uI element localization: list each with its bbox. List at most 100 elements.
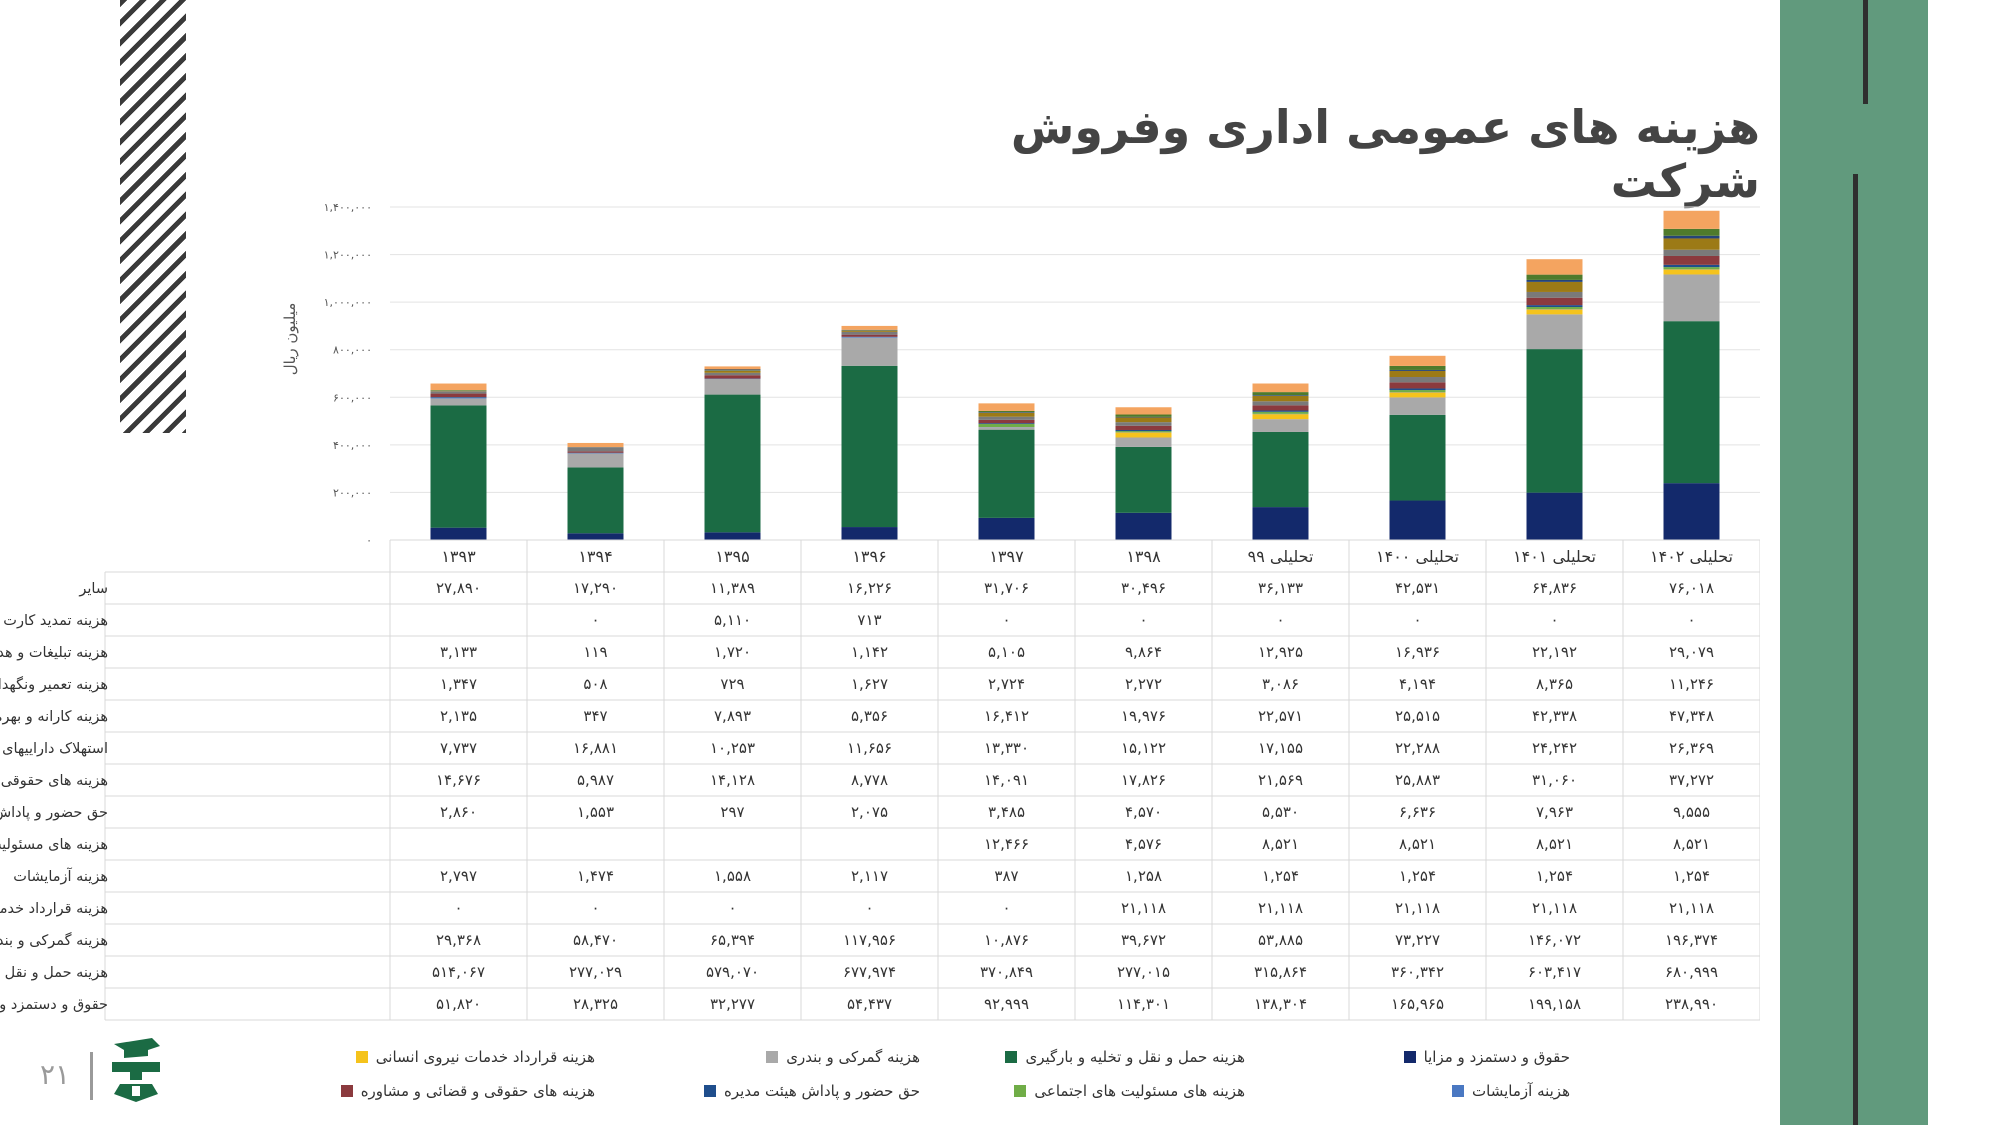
data-label: ۱۹۹,۱۵۸ bbox=[1528, 995, 1581, 1013]
dark-accent-line bbox=[1853, 174, 1858, 1125]
bar-segment bbox=[1663, 255, 1720, 265]
y-tick-label: ۸۰۰,۰۰۰ bbox=[333, 344, 372, 357]
data-label: ۲۶,۳۶۹ bbox=[1669, 739, 1714, 757]
bar-segment bbox=[1252, 392, 1309, 396]
data-label: ۱۶,۲۲۶ bbox=[847, 579, 892, 597]
bar-segment bbox=[1663, 269, 1720, 275]
data-label: ۱۵,۱۲۲ bbox=[1121, 739, 1166, 757]
slide-title: هزینه های عمومی اداری وفروش شرکت bbox=[1010, 100, 1760, 208]
data-label: ۱,۱۴۲ bbox=[851, 643, 888, 661]
data-label: ۹,۵۵۵ bbox=[1673, 803, 1710, 821]
legend-item: هزینه های حقوقی و قضائی و مشاوره bbox=[270, 1074, 595, 1108]
data-label: ۱,۶۲۷ bbox=[851, 675, 888, 693]
data-label: ۱۴,۱۲۸ bbox=[710, 771, 755, 789]
data-label: ۲۷,۸۹۰ bbox=[436, 579, 481, 597]
data-label: ۶۷۷,۹۷۴ bbox=[843, 963, 896, 981]
bar-segment bbox=[1389, 382, 1446, 389]
legend-item: حقوق و دستمزد و مزایا bbox=[1245, 1040, 1570, 1074]
category-label: ۱۳۹۳ bbox=[441, 547, 476, 566]
bar-segment bbox=[978, 412, 1035, 417]
bar-segment bbox=[978, 424, 1035, 427]
category-label: ۱۳۹۸ bbox=[1126, 547, 1161, 566]
bar-segment bbox=[1115, 416, 1172, 418]
bar-segment bbox=[1115, 414, 1172, 417]
data-label: ۸,۵۲۱ bbox=[1673, 835, 1710, 853]
data-label: ۱۷,۲۹۰ bbox=[573, 579, 618, 597]
data-label: ۰ bbox=[591, 611, 599, 629]
legend-swatch bbox=[1014, 1085, 1027, 1097]
row-label: هزینه تمدید کارت بازرگانی bbox=[0, 612, 108, 629]
legend-swatch bbox=[1452, 1085, 1465, 1097]
data-label: ۱۴,۰۹۱ bbox=[984, 771, 1029, 789]
data-label: ۳۷,۲۷۲ bbox=[1669, 771, 1714, 789]
bar-segment bbox=[1389, 500, 1446, 540]
data-label: ۱,۵۵۸ bbox=[714, 867, 751, 885]
data-label: ۲۲,۵۷۱ bbox=[1258, 707, 1303, 725]
data-label: ۰ bbox=[865, 899, 873, 917]
data-label: ۱,۴۷۴ bbox=[577, 867, 614, 885]
bar-segment bbox=[1663, 264, 1720, 268]
data-label: ۲,۸۶۰ bbox=[440, 803, 477, 821]
bar-segment bbox=[841, 337, 898, 366]
bar-segment bbox=[978, 429, 1035, 518]
data-label: ۰ bbox=[1002, 611, 1010, 629]
page-number-divider bbox=[90, 1052, 93, 1100]
data-label: ۵,۹۸۷ bbox=[577, 771, 614, 789]
bar-segment bbox=[567, 533, 624, 540]
data-label: ۲۳۸,۹۹۰ bbox=[1665, 995, 1718, 1013]
data-label: ۲۵,۸۸۳ bbox=[1395, 771, 1440, 789]
data-label: ۲۷۷,۰۱۵ bbox=[1117, 963, 1170, 981]
bar-segment bbox=[704, 532, 761, 540]
bar-segment bbox=[1252, 405, 1309, 411]
legend-swatch bbox=[355, 1051, 368, 1063]
bar-segment bbox=[1389, 365, 1446, 370]
row-label: سایر bbox=[78, 581, 108, 597]
bar-segment bbox=[430, 390, 487, 391]
data-label: ۲۴,۲۴۲ bbox=[1532, 739, 1577, 757]
data-label: ۵۷۹,۰۷۰ bbox=[706, 963, 759, 981]
data-label: ۵,۵۳۰ bbox=[1262, 803, 1299, 821]
bar-segment bbox=[978, 419, 1035, 424]
bar-segment bbox=[978, 412, 1035, 413]
legend-item: هزینه های مسئولیت های اجتماعی bbox=[920, 1074, 1245, 1108]
legend-label: هزینه گمرکی و بندری bbox=[786, 1048, 920, 1066]
data-label: ۲,۰۷۵ bbox=[851, 803, 888, 821]
bar-segment bbox=[1663, 274, 1720, 322]
bar-segment bbox=[1526, 274, 1583, 280]
bar-segment bbox=[567, 453, 624, 468]
bar-segment bbox=[1663, 228, 1720, 236]
data-label: ۲۹,۰۷۹ bbox=[1669, 643, 1714, 661]
bar-segment bbox=[704, 394, 761, 533]
bar-segment bbox=[1526, 297, 1583, 306]
data-label: ۴۲,۳۳۸ bbox=[1532, 707, 1577, 725]
data-label: ۲,۱۱۷ bbox=[851, 867, 888, 885]
bar-segment bbox=[1526, 492, 1583, 540]
data-label: ۳,۱۳۳ bbox=[440, 643, 477, 661]
bar-segment bbox=[1389, 355, 1446, 366]
bar-segment bbox=[1252, 414, 1309, 420]
y-tick-label: ۶۰۰,۰۰۰ bbox=[333, 391, 372, 404]
stacked-bar-chart: ۰ ۲۰۰,۰۰۰ ۴۰۰,۰۰۰ ۶۰۰,۰۰۰ ۸۰۰,۰۰۰ ۱,۰۰۰,۰۰۰ ۱,… bbox=[0, 201, 1760, 1021]
bar-segment bbox=[1389, 414, 1446, 501]
data-label: ۶۰۳,۴۱۷ bbox=[1528, 963, 1581, 981]
bar-segment bbox=[841, 365, 898, 528]
bar-segment bbox=[567, 451, 624, 453]
data-label: ۵۸,۴۷۰ bbox=[573, 931, 618, 949]
data-label: ۶۴,۸۳۶ bbox=[1532, 579, 1577, 597]
data-label: ۱۱۴,۳۰۱ bbox=[1117, 995, 1170, 1013]
bar-segment bbox=[1663, 249, 1720, 256]
row-label: هزینه قرارداد خدمات نیروی انسانی bbox=[0, 901, 108, 917]
data-label: ۱۲,۹۲۵ bbox=[1258, 643, 1303, 661]
bar-segment bbox=[430, 397, 487, 399]
data-label: ۱,۵۵۳ bbox=[577, 803, 614, 821]
legend-label: هزینه حمل و نقل و تخلیه و بارگیری bbox=[1025, 1048, 1245, 1066]
data-label: ۱۶,۹۳۶ bbox=[1395, 643, 1440, 661]
data-label: ۷۱۳ bbox=[857, 611, 881, 629]
data-label: ۱۲,۴۶۶ bbox=[984, 835, 1029, 853]
bar-segment bbox=[1526, 281, 1583, 292]
bar-segment bbox=[1526, 305, 1583, 308]
data-label: ۳۱,۰۶۰ bbox=[1532, 771, 1577, 789]
data-label: ۸,۳۶۵ bbox=[1536, 675, 1573, 693]
legend-label: حقوق و دستمزد و مزایا bbox=[1423, 1048, 1570, 1066]
data-label: ۷۶,۰۱۸ bbox=[1669, 579, 1714, 597]
